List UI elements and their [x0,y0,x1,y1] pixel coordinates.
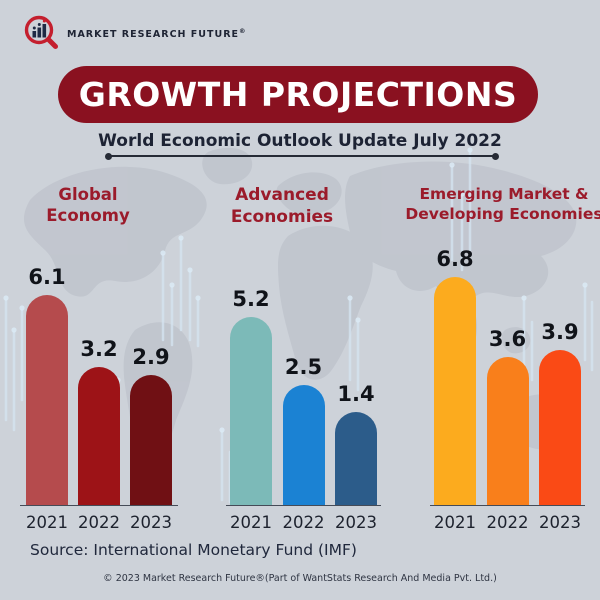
bar-advanced-2021 [230,317,272,505]
title-banner: GROWTH PROJECTIONS [58,66,538,123]
magnifier-barchart-icon [24,15,58,49]
bar-global-2021 [26,294,68,505]
tech-lines [4,150,594,504]
year-label: 2021 [434,513,476,532]
bars-row: 5.2 2.5 1.4 [226,275,381,506]
brand-name: MARKET RESEARCH FUTURE® [67,27,247,40]
bar-column-global-2023: 2.9 [130,344,172,505]
bar-column-advanced-2023: 1.4 [335,382,377,505]
page-title: GROWTH PROJECTIONS [78,75,518,114]
rule-dot-right [492,153,499,160]
rule-dot-left [105,153,112,160]
bar-column-emerging-2021: 6.8 [434,247,476,505]
bar-group-global-economy: 6.1 3.2 2.9 2021 2022 2023 [20,265,178,532]
bar-value-label: 2.9 [132,344,170,369]
bar-emerging-2022 [486,357,529,505]
bar-column-advanced-2022: 2.5 [282,354,325,505]
bar-emerging-2021 [434,277,476,505]
bar-value-label: 3.6 [488,327,527,351]
bar-column-emerging-2022: 3.6 [486,327,529,505]
bar-global-2022 [78,367,120,505]
data-source: Source: International Monetary Fund (IMF… [30,541,357,559]
bar-value-label: 1.4 [337,382,375,406]
year-label: 2022 [78,513,120,532]
bar-value-label: 3.9 [541,319,579,344]
bar-value-label: 5.2 [232,287,270,311]
year-label: 2023 [335,513,377,532]
brand-logo: MARKET RESEARCH FUTURE® [22,14,247,54]
year-label: 2023 [539,513,581,532]
x-axis-years: 2021 2022 2023 [430,506,585,532]
bar-group-emerging-markets: 6.8 3.6 3.9 2021 2022 2023 [430,247,585,532]
year-label: 2022 [282,513,325,532]
year-label: 2021 [26,513,68,532]
bar-value-label: 6.1 [28,264,66,289]
bar-advanced-2022 [282,384,325,505]
subtitle-underline [105,153,499,160]
group-heading-emerging-markets: Emerging Market & Developing Economies [405,185,600,224]
copyright-line: © 2023 Market Research Future®(Part of W… [103,573,497,584]
group-heading-global-economy: Global Economy [46,185,130,226]
x-axis-years: 2021 2022 2023 [226,506,381,532]
bar-column-global-2021: 6.1 [26,264,68,505]
x-axis-years: 2021 2022 2023 [20,506,178,532]
year-label: 2023 [130,513,172,532]
registered-mark: ® [239,27,247,36]
bar-column-advanced-2021: 5.2 [230,287,272,505]
bar-column-emerging-2023: 3.9 [539,319,581,505]
bar-group-advanced-economies: 5.2 2.5 1.4 2021 2022 2023 [226,275,381,532]
group-heading-advanced-economies: Advanced Economies [230,185,334,228]
bar-global-2023 [130,374,172,505]
chart-subtitle: World Economic Outlook Update July 2022 [98,131,502,151]
bar-emerging-2023 [539,349,581,505]
bar-value-label: 2.5 [284,354,323,379]
bars-row: 6.8 3.6 3.9 [430,247,585,506]
bar-advanced-2023 [335,412,377,505]
year-label: 2021 [230,513,272,532]
year-label: 2022 [486,513,529,532]
bars-row: 6.1 3.2 2.9 [20,265,178,506]
brand-name-text: MARKET RESEARCH FUTURE [67,29,239,41]
bar-value-label: 6.8 [436,247,474,271]
bar-value-label: 3.2 [80,337,118,361]
bar-column-global-2022: 3.2 [78,337,120,505]
